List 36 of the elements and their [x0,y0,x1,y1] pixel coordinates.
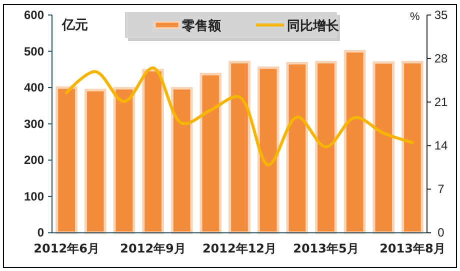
x-tick-label: 2012年6月 [34,242,100,256]
bar [257,66,280,234]
y-tick-label: 600 [24,8,44,22]
x-tick-label: 2013年5月 [293,242,359,256]
bar [170,87,193,234]
y-axis-title: 亿元 [61,18,88,33]
bar [402,60,424,234]
bar [142,68,164,234]
y2-tick-label: 28 [434,52,448,66]
y2-tick-label: 35 [434,8,448,22]
y-tick-label: 0 [37,226,44,240]
y2-tick-label: 7 [438,182,445,196]
x-tick-label: 2012年9月 [120,242,186,256]
bar [200,72,222,234]
y-tick-label: 100 [24,189,44,204]
bar [84,88,106,234]
legend-label: 同比增长 [287,19,340,34]
bar [315,60,337,234]
y2-tick-label: 21 [434,95,448,110]
bar [113,87,136,234]
y-tick-label: 400 [24,80,44,95]
bar [286,62,308,234]
bar [228,60,250,234]
y-tick-label: 300 [24,116,44,131]
y2-axis-title: % [410,11,420,23]
line-series [65,66,414,166]
bar [56,86,78,234]
y2-tick-label: 0 [438,226,445,240]
bar [344,50,366,234]
y-tick-label: 500 [24,44,44,58]
x-tick-label: 2012年12月 [202,242,277,256]
bar [372,61,395,234]
legend-label: 零售额 [181,18,222,34]
y-tick-label: 200 [24,153,44,168]
y2-tick-label: 14 [434,138,448,153]
x-tick-label: 2013年8月 [380,242,446,256]
